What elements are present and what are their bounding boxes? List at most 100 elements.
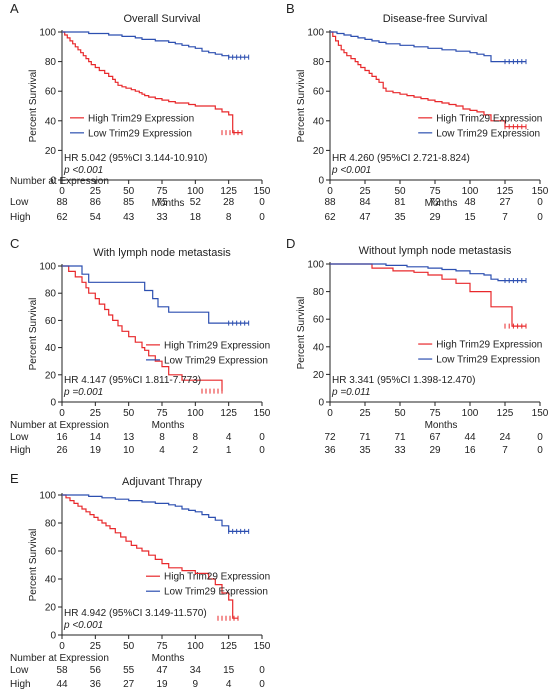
x-tick-label: 50 [123,408,135,419]
chart-title: With lymph node metastasis [93,247,231,259]
x-tick-label: 125 [497,408,514,419]
x-tick-label: 0 [327,408,333,419]
risk-cell: 29 [429,445,441,456]
x-tick-label: 0 [59,186,65,197]
y-tick-label: 80 [313,57,325,68]
risk-cell: 16 [56,432,68,443]
risk-cell: 72 [324,432,336,443]
risk-cell: 0 [259,445,265,456]
x-tick-label: 75 [156,186,168,197]
km-curve-high [330,31,526,128]
risk-cell: 47 [359,212,371,223]
km-curve-high [330,263,526,327]
risk-cell: 43 [123,212,135,223]
risk-cell: 71 [394,432,406,443]
x-tick-label: 150 [532,408,549,419]
risk-cell: 4 [226,679,232,690]
y-tick-label: 0 [318,398,324,409]
risk-table-header: Number at Expression [10,176,109,187]
x-tick-label: 150 [254,186,271,197]
p-value-text: p =0.011 [331,387,370,398]
risk-cell: 67 [429,432,441,443]
chart-title: Overall Survival [123,13,200,25]
risk-cell: 24 [499,432,511,443]
x-tick-label: 25 [90,408,102,419]
risk-cell: 8 [193,432,199,443]
y-axis-label: Percent Survival [28,298,39,371]
legend-label: High Trim29 Expression [164,340,270,351]
risk-cell: 0 [537,212,543,223]
panel-letter: C [10,236,19,251]
risk-cell: 72 [429,197,441,208]
hazard-ratio-text: HR 4.147 (95%CI 1.811-7.773) [64,375,201,386]
risk-cell: 10 [123,445,135,456]
panel-letter: E [10,471,19,486]
risk-cell: 75 [156,197,168,208]
legend-label: High Trim29 Expression [436,340,542,351]
x-tick-label: 25 [359,408,371,419]
x-tick-label: 25 [359,186,371,197]
risk-cell: 52 [190,197,202,208]
risk-row-label: Low [10,432,29,443]
risk-cell: 62 [324,212,336,223]
x-tick-label: 100 [462,186,479,197]
y-axis-label: Percent Survival [296,297,307,370]
risk-cell: 0 [537,197,543,208]
risk-row-label: High [10,445,31,456]
risk-cell: 1 [226,445,232,456]
y-tick-label: 0 [318,176,324,187]
risk-cell: 7 [502,445,508,456]
x-tick-label: 150 [254,641,271,652]
x-tick-label: 125 [497,186,514,197]
y-tick-label: 80 [45,57,57,68]
risk-cell: 33 [156,212,168,223]
risk-cell: 8 [159,432,165,443]
risk-table-header: Number at Expression [10,653,109,664]
y-tick-label: 100 [307,260,324,271]
p-value-text: p <0.001 [63,620,103,631]
y-axis-label: Percent Survival [28,529,39,602]
risk-cell: 18 [190,212,202,223]
risk-cell: 0 [259,679,265,690]
risk-cell: 44 [56,679,68,690]
risk-cell: 0 [259,197,265,208]
x-axis-label: Months [425,420,458,431]
x-axis-label: Months [425,198,458,209]
risk-cell: 8 [226,212,232,223]
chart-title: Disease-free Survival [383,13,488,25]
x-tick-label: 100 [187,408,204,419]
risk-cell: 15 [223,665,235,676]
x-tick-label: 75 [429,408,441,419]
risk-cell: 62 [56,212,68,223]
risk-cell: 26 [56,445,68,456]
x-tick-label: 0 [59,408,65,419]
x-tick-label: 0 [327,186,333,197]
y-tick-label: 0 [50,398,56,409]
legend-label: Low Trim29 Expression [88,128,192,139]
y-tick-label: 100 [307,28,324,39]
hazard-ratio-text: HR 3.341 (95%CI 1.398-12.470) [332,375,475,386]
risk-cell: 71 [359,432,371,443]
y-axis-label: Percent Survival [28,70,39,143]
x-tick-label: 50 [123,186,135,197]
y-tick-label: 40 [45,116,57,127]
panel-b: B Disease-free Survival 0 20 40 60 80 100 0 25 50 7… [286,1,549,223]
x-axis-label: Months [152,198,185,209]
panel-letter: D [286,236,295,251]
x-tick-label: 75 [156,408,168,419]
y-tick-label: 20 [313,146,325,157]
panel-letter: B [286,1,295,16]
y-tick-label: 20 [313,370,325,381]
x-tick-label: 50 [394,408,406,419]
legend-label: Low Trim29 Expression [164,587,268,598]
p-value-text: p <0.001 [331,165,371,176]
risk-cell: 0 [537,432,543,443]
y-tick-label: 100 [39,262,56,273]
risk-cell: 28 [223,197,235,208]
panel-letter: A [10,1,19,16]
risk-cell: 4 [159,445,165,456]
km-curve-low [330,263,526,282]
risk-cell: 88 [56,197,68,208]
